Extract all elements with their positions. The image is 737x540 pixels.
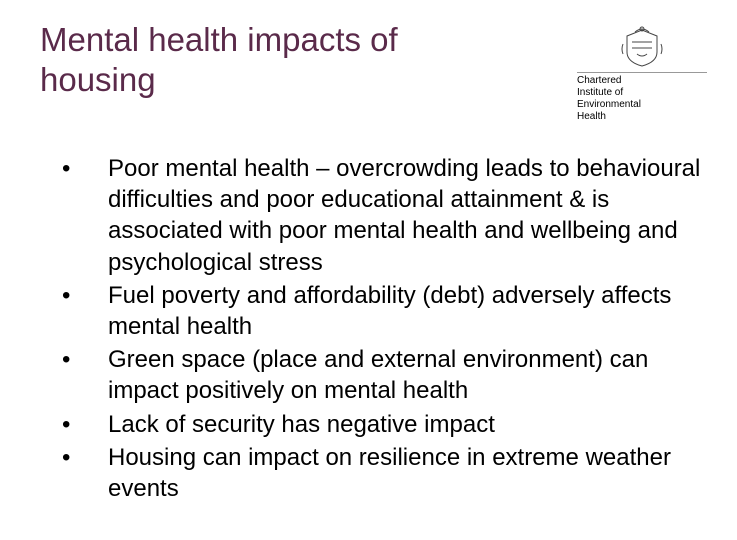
list-item: • Green space (place and external enviro… bbox=[62, 344, 707, 406]
content-area: • Poor mental health – overcrowding lead… bbox=[40, 153, 707, 504]
logo-line3: Environmental bbox=[577, 99, 641, 111]
logo: Chartered Institute of Environmental Hea… bbox=[577, 24, 707, 123]
crest-icon bbox=[617, 24, 667, 70]
bullet-icon: • bbox=[62, 344, 108, 375]
slide-title: Mental health impacts of housing bbox=[40, 20, 520, 99]
bullet-icon: • bbox=[62, 442, 108, 473]
bullet-text: Lack of security has negative impact bbox=[108, 409, 707, 440]
list-item: • Poor mental health – overcrowding lead… bbox=[62, 153, 707, 278]
bullet-list: • Poor mental health – overcrowding lead… bbox=[62, 153, 707, 504]
logo-line2: Institute of bbox=[577, 87, 641, 99]
list-item: • Fuel poverty and affordability (debt) … bbox=[62, 280, 707, 342]
list-item: • Lack of security has negative impact bbox=[62, 409, 707, 440]
bullet-text: Fuel poverty and affordability (debt) ad… bbox=[108, 280, 707, 342]
bullet-icon: • bbox=[62, 409, 108, 440]
logo-text: Chartered Institute of Environmental Hea… bbox=[577, 75, 641, 123]
bullet-text: Poor mental health – overcrowding leads … bbox=[108, 153, 707, 278]
header-row: Mental health impacts of housing Charter… bbox=[40, 20, 707, 123]
bullet-text: Housing can impact on resilience in extr… bbox=[108, 442, 707, 504]
logo-line1: Chartered bbox=[577, 75, 641, 87]
logo-line4: Health bbox=[577, 111, 641, 123]
bullet-icon: • bbox=[62, 280, 108, 311]
bullet-text: Green space (place and external environm… bbox=[108, 344, 707, 406]
bullet-icon: • bbox=[62, 153, 108, 184]
logo-divider bbox=[577, 72, 707, 73]
list-item: • Housing can impact on resilience in ex… bbox=[62, 442, 707, 504]
slide-container: Mental health impacts of housing Charter… bbox=[0, 0, 737, 540]
